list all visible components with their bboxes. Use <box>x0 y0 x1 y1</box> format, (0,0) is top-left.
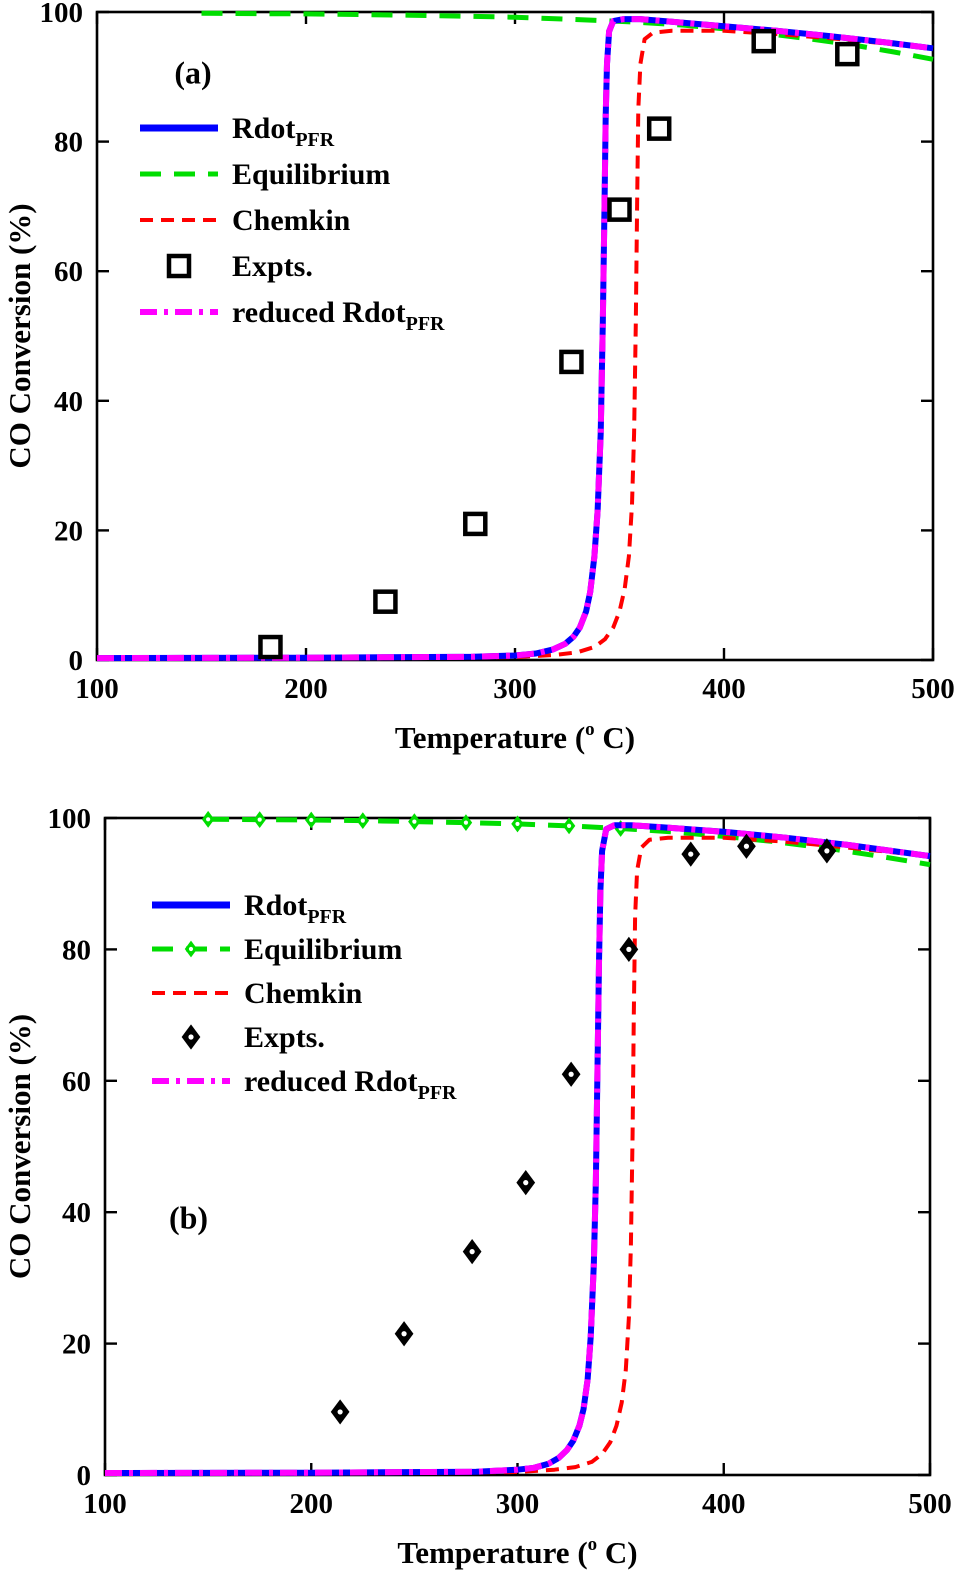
series-equilibrium-marker-center-dot <box>566 823 572 828</box>
x-tick-label: 400 <box>702 1488 746 1520</box>
y-tick-label: 80 <box>62 934 91 966</box>
legend-marker-center-dot <box>188 1034 194 1040</box>
legend-label: Equilibrium <box>244 933 402 966</box>
legend-label: Chemkin <box>232 204 351 237</box>
series-equilibrium-marker-center-dot <box>206 817 211 822</box>
expts-marker <box>751 28 776 54</box>
y-tick-label: 0 <box>77 1460 92 1492</box>
legend-label: RdotPFR <box>244 889 347 928</box>
y-tick-label: 20 <box>62 1329 91 1361</box>
x-tick-label: 200 <box>290 1488 334 1520</box>
panel-b: 100 200 300 400 500 0 20 40 60 80 100 Temperature (… <box>2 803 952 1570</box>
expts-marker <box>463 511 488 537</box>
y-tick-label: 0 <box>69 645 84 677</box>
axes-box <box>103 816 932 1477</box>
y-tick-label: 100 <box>48 803 92 835</box>
series-equilibrium-marker-center-dot <box>360 818 365 823</box>
x-tick-label: 300 <box>496 1488 540 1520</box>
series-reduced-rdot-pfr <box>104 822 931 1476</box>
series-equilibrium-marker-center-dot <box>257 817 262 822</box>
x-tick-label: 200 <box>284 673 328 705</box>
expts-marker-center-dot <box>337 1409 343 1415</box>
legend-label: Chemkin <box>244 977 363 1010</box>
expts-marker <box>607 197 632 222</box>
expts-marker-center-dot <box>688 851 694 857</box>
series-equilibrium-marker-center-dot <box>515 821 520 827</box>
y-tick-label: 80 <box>54 127 83 159</box>
axes-box <box>95 10 935 662</box>
expts-marker <box>835 41 860 67</box>
x-axis-label: Temperature (o C) <box>395 719 635 755</box>
expts-marker <box>258 634 283 660</box>
x-tick-label: 500 <box>911 673 955 705</box>
panel-label: (a) <box>174 54 211 90</box>
series-chemkin <box>104 835 931 1476</box>
series-reduced-rdot-pfr <box>96 16 934 662</box>
x-axis-label: Temperature (o C) <box>397 1534 637 1570</box>
y-tick-label: 60 <box>62 1066 91 1098</box>
series-chemkin <box>96 28 934 661</box>
legend-label: Expts. <box>232 250 313 283</box>
panel-a: 100 200 300 400 500 0 20 40 60 80 100 Temperature (… <box>2 0 955 755</box>
expts-marker-center-dot <box>401 1331 407 1337</box>
series-equilibrium <box>208 816 931 868</box>
legend-label: reduced RdotPFR <box>232 296 445 335</box>
y-tick-label: 40 <box>62 1197 91 1229</box>
x-tick-label: 100 <box>75 673 119 705</box>
expts-marker-center-dot <box>824 848 830 854</box>
expts-marker-center-dot <box>743 843 750 849</box>
y-tick-label: 100 <box>40 0 84 29</box>
expts-marker <box>646 116 672 141</box>
series-rdot-pfr <box>104 822 931 1476</box>
x-tick-label: 100 <box>83 1488 127 1520</box>
expts-marker-center-dot <box>523 1180 529 1186</box>
series-equilibrium-marker-center-dot <box>463 820 469 825</box>
y-tick-label: 60 <box>54 256 83 288</box>
y-axis-label: CO Conversion (%) <box>2 1014 37 1279</box>
legend-marker <box>166 253 192 279</box>
panel-label: (b) <box>169 1200 208 1236</box>
x-tick-label: 500 <box>908 1488 952 1520</box>
legend-label: RdotPFR <box>232 112 335 151</box>
legend-marker-center-dot <box>188 946 194 952</box>
y-axis-label: CO Conversion (%) <box>2 203 37 468</box>
y-tick-label: 40 <box>54 386 83 418</box>
legend-label: Expts. <box>244 1021 325 1054</box>
expts-marker <box>373 589 398 614</box>
expts-marker-center-dot <box>568 1071 574 1077</box>
x-tick-label: 400 <box>702 673 746 705</box>
legend-label: reduced RdotPFR <box>244 1065 457 1104</box>
series-equilibrium-marker-center-dot <box>412 819 417 824</box>
y-tick-label: 20 <box>54 515 83 547</box>
series-equilibrium-marker-center-dot <box>309 817 314 823</box>
expts-marker <box>559 349 584 375</box>
legend-label: Equilibrium <box>232 158 390 191</box>
series-rdot-pfr <box>96 16 934 662</box>
expts-marker-center-dot <box>626 946 632 953</box>
x-tick-label: 300 <box>493 673 537 705</box>
expts-marker-center-dot <box>469 1249 475 1255</box>
